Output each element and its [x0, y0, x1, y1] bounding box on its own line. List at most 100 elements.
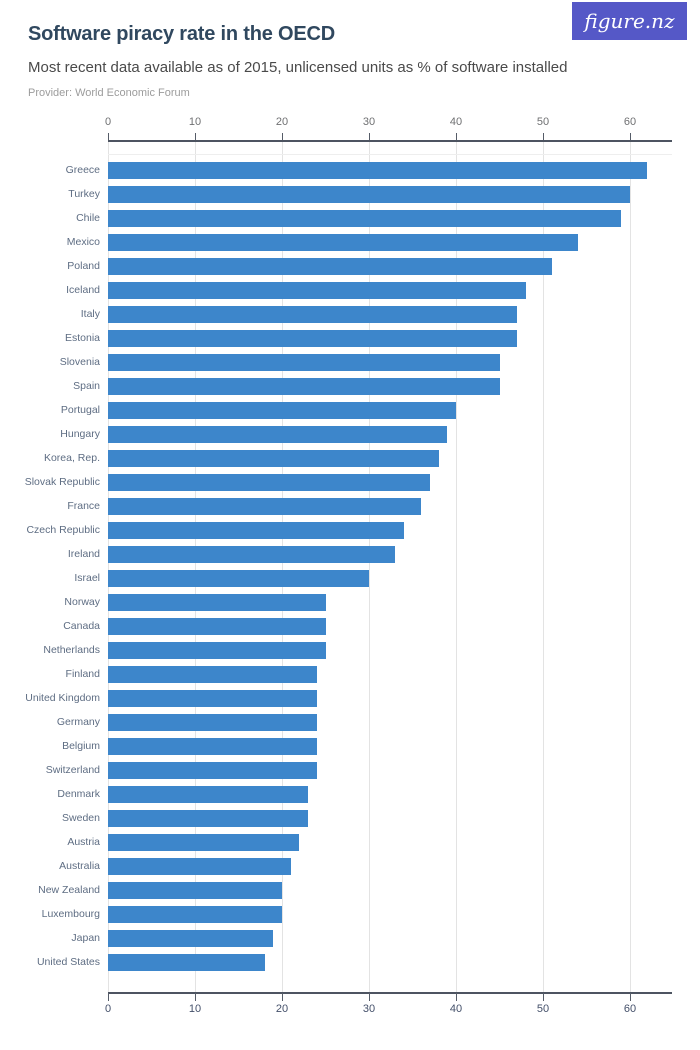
row-label-australia: Australia: [59, 860, 100, 872]
row-label-canada: Canada: [63, 620, 100, 632]
row-label-japan: Japan: [71, 932, 100, 944]
row-label-israel: Israel: [74, 572, 100, 584]
bar-canada: [108, 618, 326, 635]
row-label-united-states: United States: [36, 956, 100, 968]
gridline-20: [282, 142, 283, 992]
row-label-luxembourg: Luxembourg: [41, 908, 100, 920]
bar-chile: [108, 210, 622, 227]
gridline-40: [456, 142, 457, 992]
bottom-tick-10: [195, 993, 196, 1001]
bar-spain: [108, 378, 500, 395]
gridline-60: [630, 142, 631, 992]
top-axis-line: [108, 140, 672, 142]
page-title: Software piracy rate in the OECD: [28, 23, 336, 45]
row-label-finland: Finland: [65, 668, 100, 680]
bar-netherlands: [108, 642, 326, 659]
row-label-chile: Chile: [76, 212, 100, 224]
row-label-spain: Spain: [73, 380, 100, 392]
top-tick-label-40: 40: [449, 116, 463, 128]
top-tick-0: [108, 133, 109, 141]
bottom-tick-label-30: 30: [362, 1003, 376, 1015]
top-tick-60: [630, 133, 631, 141]
bar-korea-rep: [108, 450, 439, 467]
bar-luxembourg: [108, 906, 282, 923]
row-label-korea-rep: Korea, Rep.: [43, 452, 100, 464]
row-label-switzerland: Switzerland: [45, 764, 100, 776]
bottom-tick-60: [630, 993, 631, 1001]
bottom-tick-50: [543, 993, 544, 1001]
top-tick-label-30: 30: [362, 116, 376, 128]
bar-slovak-republic: [108, 474, 430, 491]
gridline-0: [108, 142, 109, 992]
bar-norway: [108, 594, 326, 611]
row-label-belgium: Belgium: [62, 740, 100, 752]
row-label-austria: Austria: [67, 836, 100, 848]
row-label-turkey: Turkey: [68, 188, 100, 200]
row-label-sweden: Sweden: [62, 812, 100, 824]
top-tick-30: [369, 133, 370, 141]
bar-ireland: [108, 546, 396, 563]
bar-portugal: [108, 402, 456, 419]
figure-nz-logo-text: figure.nz: [584, 9, 675, 33]
top-tick-label-10: 10: [188, 116, 202, 128]
row-label-new-zealand: New Zealand: [38, 884, 100, 896]
bottom-tick-label-50: 50: [536, 1003, 550, 1015]
row-label-germany: Germany: [56, 716, 100, 728]
bar-mexico: [108, 234, 578, 251]
row-label-greece: Greece: [65, 164, 100, 176]
bottom-tick-label-60: 60: [623, 1003, 637, 1015]
bar-united-kingdom: [108, 690, 317, 707]
bar-hungary: [108, 426, 448, 443]
bar-new-zealand: [108, 882, 282, 899]
gridline-30: [369, 142, 370, 992]
row-label-poland: Poland: [67, 260, 100, 272]
gridline-10: [195, 142, 196, 992]
figure-nz-logo: figure.nz: [572, 2, 687, 40]
gridline-50: [543, 142, 544, 992]
bottom-tick-label-40: 40: [449, 1003, 463, 1015]
row-label-france: France: [67, 500, 100, 512]
bar-israel: [108, 570, 369, 587]
bottom-tick-40: [456, 993, 457, 1001]
top-tick-50: [543, 133, 544, 141]
row-label-netherlands: Netherlands: [43, 644, 100, 656]
row-label-italy: Italy: [80, 308, 100, 320]
bar-switzerland: [108, 762, 317, 779]
bar-belgium: [108, 738, 317, 755]
top-tick-20: [282, 133, 283, 141]
bar-denmark: [108, 786, 309, 803]
bottom-tick-30: [369, 993, 370, 1001]
provider-text: Provider: World Economic Forum: [28, 87, 190, 99]
bar-finland: [108, 666, 317, 683]
bar-iceland: [108, 282, 526, 299]
top-tick-label-20: 20: [275, 116, 289, 128]
chart-subtitle: Most recent data available as of 2015, u…: [28, 59, 568, 76]
top-tick-10: [195, 133, 196, 141]
bottom-axis-line: [108, 992, 672, 994]
bar-japan: [108, 930, 274, 947]
row-label-mexico: Mexico: [66, 236, 100, 248]
row-label-norway: Norway: [64, 596, 100, 608]
top-tick-label-0: 0: [104, 116, 112, 128]
row-label-iceland: Iceland: [66, 284, 100, 296]
row-label-hungary: Hungary: [60, 428, 100, 440]
top-tick-label-50: 50: [536, 116, 550, 128]
bar-turkey: [108, 186, 630, 203]
bar-greece: [108, 162, 648, 179]
bottom-tick-label-0: 0: [104, 1003, 112, 1015]
bar-czech-republic: [108, 522, 404, 539]
bottom-tick-0: [108, 993, 109, 1001]
bar-germany: [108, 714, 317, 731]
bottom-tick-20: [282, 993, 283, 1001]
top-tick-label-60: 60: [623, 116, 637, 128]
row-label-slovenia: Slovenia: [59, 356, 100, 368]
bar-france: [108, 498, 422, 515]
bar-poland: [108, 258, 552, 275]
row-label-portugal: Portugal: [60, 404, 100, 416]
bar-estonia: [108, 330, 517, 347]
bar-austria: [108, 834, 300, 851]
row-label-ireland: Ireland: [67, 548, 100, 560]
bottom-tick-label-10: 10: [188, 1003, 202, 1015]
top-tick-40: [456, 133, 457, 141]
